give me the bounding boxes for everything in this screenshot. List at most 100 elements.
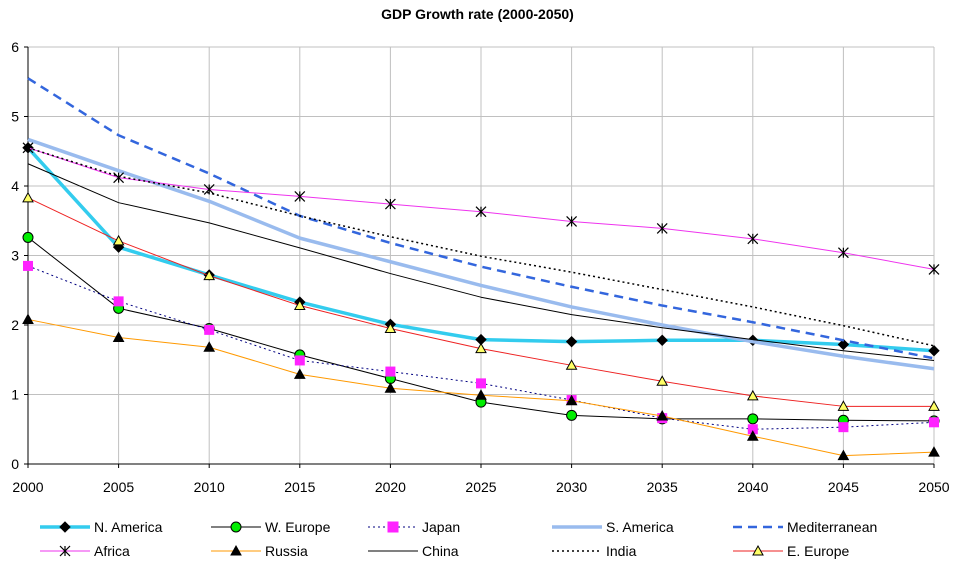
data-point [747,233,759,245]
legend-label: China [422,543,459,559]
data-point [293,299,306,311]
data-point [656,410,669,421]
x-tick-label: 2030 [556,479,587,495]
x-tick-label: 2015 [284,479,315,495]
data-point [746,430,759,441]
data-point [656,222,668,234]
data-point [928,263,940,275]
x-tick-label: 2035 [647,479,678,495]
data-point [294,355,305,366]
data-point [656,375,669,386]
data-point [565,335,578,348]
y-tick-label: 0 [11,456,19,472]
series-line [27,147,935,347]
data-point [387,521,399,533]
legend-label: N. America [94,519,163,535]
legend-item: China [368,543,459,559]
data-point [22,231,34,243]
data-point [59,521,71,533]
data-point [656,334,668,346]
series-lines [22,77,940,461]
data-point [112,331,125,343]
x-tick-label: 2010 [194,479,225,495]
series-africa [22,142,940,275]
axes: 0 1 2 3 4 5 6 2000 2005 2010 2015 2020 2025 2030 2035 2… [11,39,950,495]
legend-item: Mediterranean [733,519,877,535]
data-point [385,366,396,377]
data-point [566,409,578,421]
x-tick-label: 2000 [12,479,43,495]
data-point [565,359,578,370]
data-point [22,191,34,203]
data-point [929,417,939,428]
data-point [203,269,216,281]
data-point [566,216,578,227]
data-point [475,389,487,400]
data-point [293,368,306,379]
series-china [27,163,935,361]
x-tick-label: 2005 [103,479,134,495]
data-point [837,449,850,461]
data-point [113,172,125,184]
data-point [204,324,215,335]
legend-label: Africa [94,543,130,559]
legend-label: Japan [422,519,460,535]
data-point [746,389,759,401]
series-line [27,77,935,360]
y-tick-label: 4 [11,178,19,194]
series-line [27,163,935,361]
series-mediterranean [27,77,935,360]
data-point [837,400,850,411]
data-point [928,345,940,357]
data-point [475,206,487,218]
data-point [230,544,242,556]
legend-item: W. Europe [211,519,331,535]
chart-title: GDP Growth rate (2000-2050) [381,6,574,22]
legend-label: Mediterranean [787,519,877,535]
data-point [294,191,306,202]
x-tick-label: 2040 [737,479,768,495]
data-point [838,422,849,433]
legend-label: W. Europe [265,519,331,535]
data-point [928,446,940,457]
data-point [113,296,124,307]
data-point [230,521,242,533]
data-point [384,382,397,393]
series-japan [23,260,939,435]
y-tick-label: 1 [11,387,19,403]
legend-item: India [552,543,637,559]
legend-label: S. America [606,519,674,535]
data-point [837,247,849,259]
data-point [384,198,396,210]
y-tick-label: 3 [11,248,19,264]
data-point [59,545,71,557]
data-point [384,322,397,333]
data-point [747,413,759,425]
data-point [476,378,486,389]
legend-item: Japan [368,519,460,535]
legend-label: E. Europe [787,543,849,559]
x-tick-label: 2025 [465,479,496,495]
x-tick-label: 2020 [375,479,406,495]
data-point [565,394,578,406]
legend: N. America W. Europe Japan S. America Medite… [40,519,877,559]
legend-item: S. America [552,519,674,535]
data-point [22,313,34,324]
legend-item: Africa [40,543,130,559]
data-point [203,184,215,195]
legend-label: Russia [265,543,308,559]
series-line [27,137,935,371]
legend-label: India [606,543,637,559]
series-s-america [27,137,935,371]
series-e-europe [22,191,940,411]
series-russia [22,313,940,461]
legend-item: E. Europe [733,543,849,559]
legend-item: N. America [40,519,163,535]
data-point [112,234,125,246]
data-point [837,338,850,351]
y-tick-label: 6 [11,39,19,55]
data-point [23,260,33,271]
series-india [27,147,935,347]
data-point [928,400,940,411]
